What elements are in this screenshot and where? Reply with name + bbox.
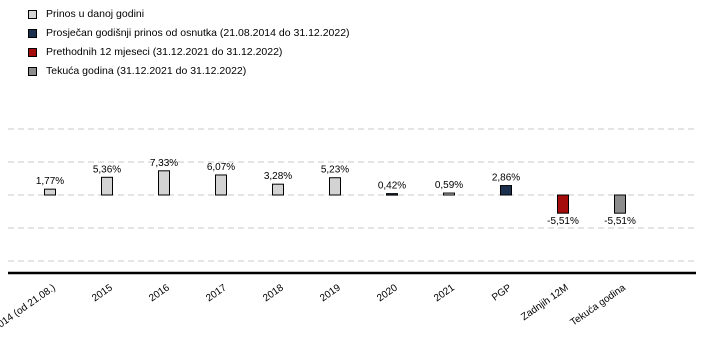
data-label: 6,07% <box>207 162 235 173</box>
bar <box>557 194 569 214</box>
bar <box>272 183 284 196</box>
legend-item-current-year: Tekuća godina (31.12.2021 do 31.12.2022) <box>28 63 350 79</box>
data-label: 1,77% <box>36 176 64 187</box>
data-label: 7,33% <box>150 158 178 169</box>
bar <box>500 185 512 196</box>
data-label: 5,36% <box>93 164 121 175</box>
bar <box>158 170 170 196</box>
x-tick-label: 2016 <box>147 282 172 304</box>
data-label: -5,51% <box>547 216 579 227</box>
x-tick-label: 2019 <box>318 282 343 304</box>
x-tick-label: 2020 <box>375 282 400 304</box>
legend-swatch-annual <box>28 9 37 19</box>
legend-label-current-year: Tekuća godina (31.12.2021 do 31.12.2022) <box>46 65 247 77</box>
legend-item-annual: Prinos u danoj godini <box>28 6 350 22</box>
legend-label-average: Prosječan godišnji prinos od osnutka (21… <box>46 27 350 39</box>
x-tick-label: Zadnjih 12M <box>519 282 570 323</box>
bar <box>215 174 227 196</box>
data-label: 2,86% <box>492 173 520 184</box>
x-tick-label: Tekuća godina <box>569 282 628 328</box>
legend-item-average: Prosječan godišnji prinos od osnutka (21… <box>28 25 350 41</box>
legend-swatch-last-12-months <box>28 47 37 57</box>
bar <box>329 177 341 196</box>
data-label: -5,51% <box>604 216 636 227</box>
legend-label-last-12-months: Prethodnih 12 mjeseci (31.12.2021 do 31.… <box>46 46 283 58</box>
legend-label-annual: Prinos u danoj godini <box>46 8 145 20</box>
legend: Prinos u danoj godini Prosječan godišnji… <box>28 6 350 82</box>
x-tick-label: 2014 (od 21.08.) <box>0 282 58 333</box>
data-label: 0,59% <box>435 180 463 191</box>
data-label: 5,23% <box>321 165 349 176</box>
bar <box>386 193 398 196</box>
bar <box>44 188 56 196</box>
bar <box>101 176 113 196</box>
legend-swatch-current-year <box>28 66 37 76</box>
data-label: 0,42% <box>378 181 406 192</box>
bar <box>443 192 455 196</box>
x-tick-label: 2017 <box>204 282 229 304</box>
x-tick-label: 2015 <box>90 282 115 304</box>
bar <box>614 194 626 214</box>
legend-item-last-12-months: Prethodnih 12 mjeseci (31.12.2021 do 31.… <box>28 44 350 60</box>
data-label: 3,28% <box>264 171 292 182</box>
x-tick-label: 2018 <box>261 282 286 304</box>
legend-swatch-average <box>28 28 37 38</box>
x-tick-label: 2021 <box>432 282 457 304</box>
x-tick-label: PGP <box>490 282 514 303</box>
